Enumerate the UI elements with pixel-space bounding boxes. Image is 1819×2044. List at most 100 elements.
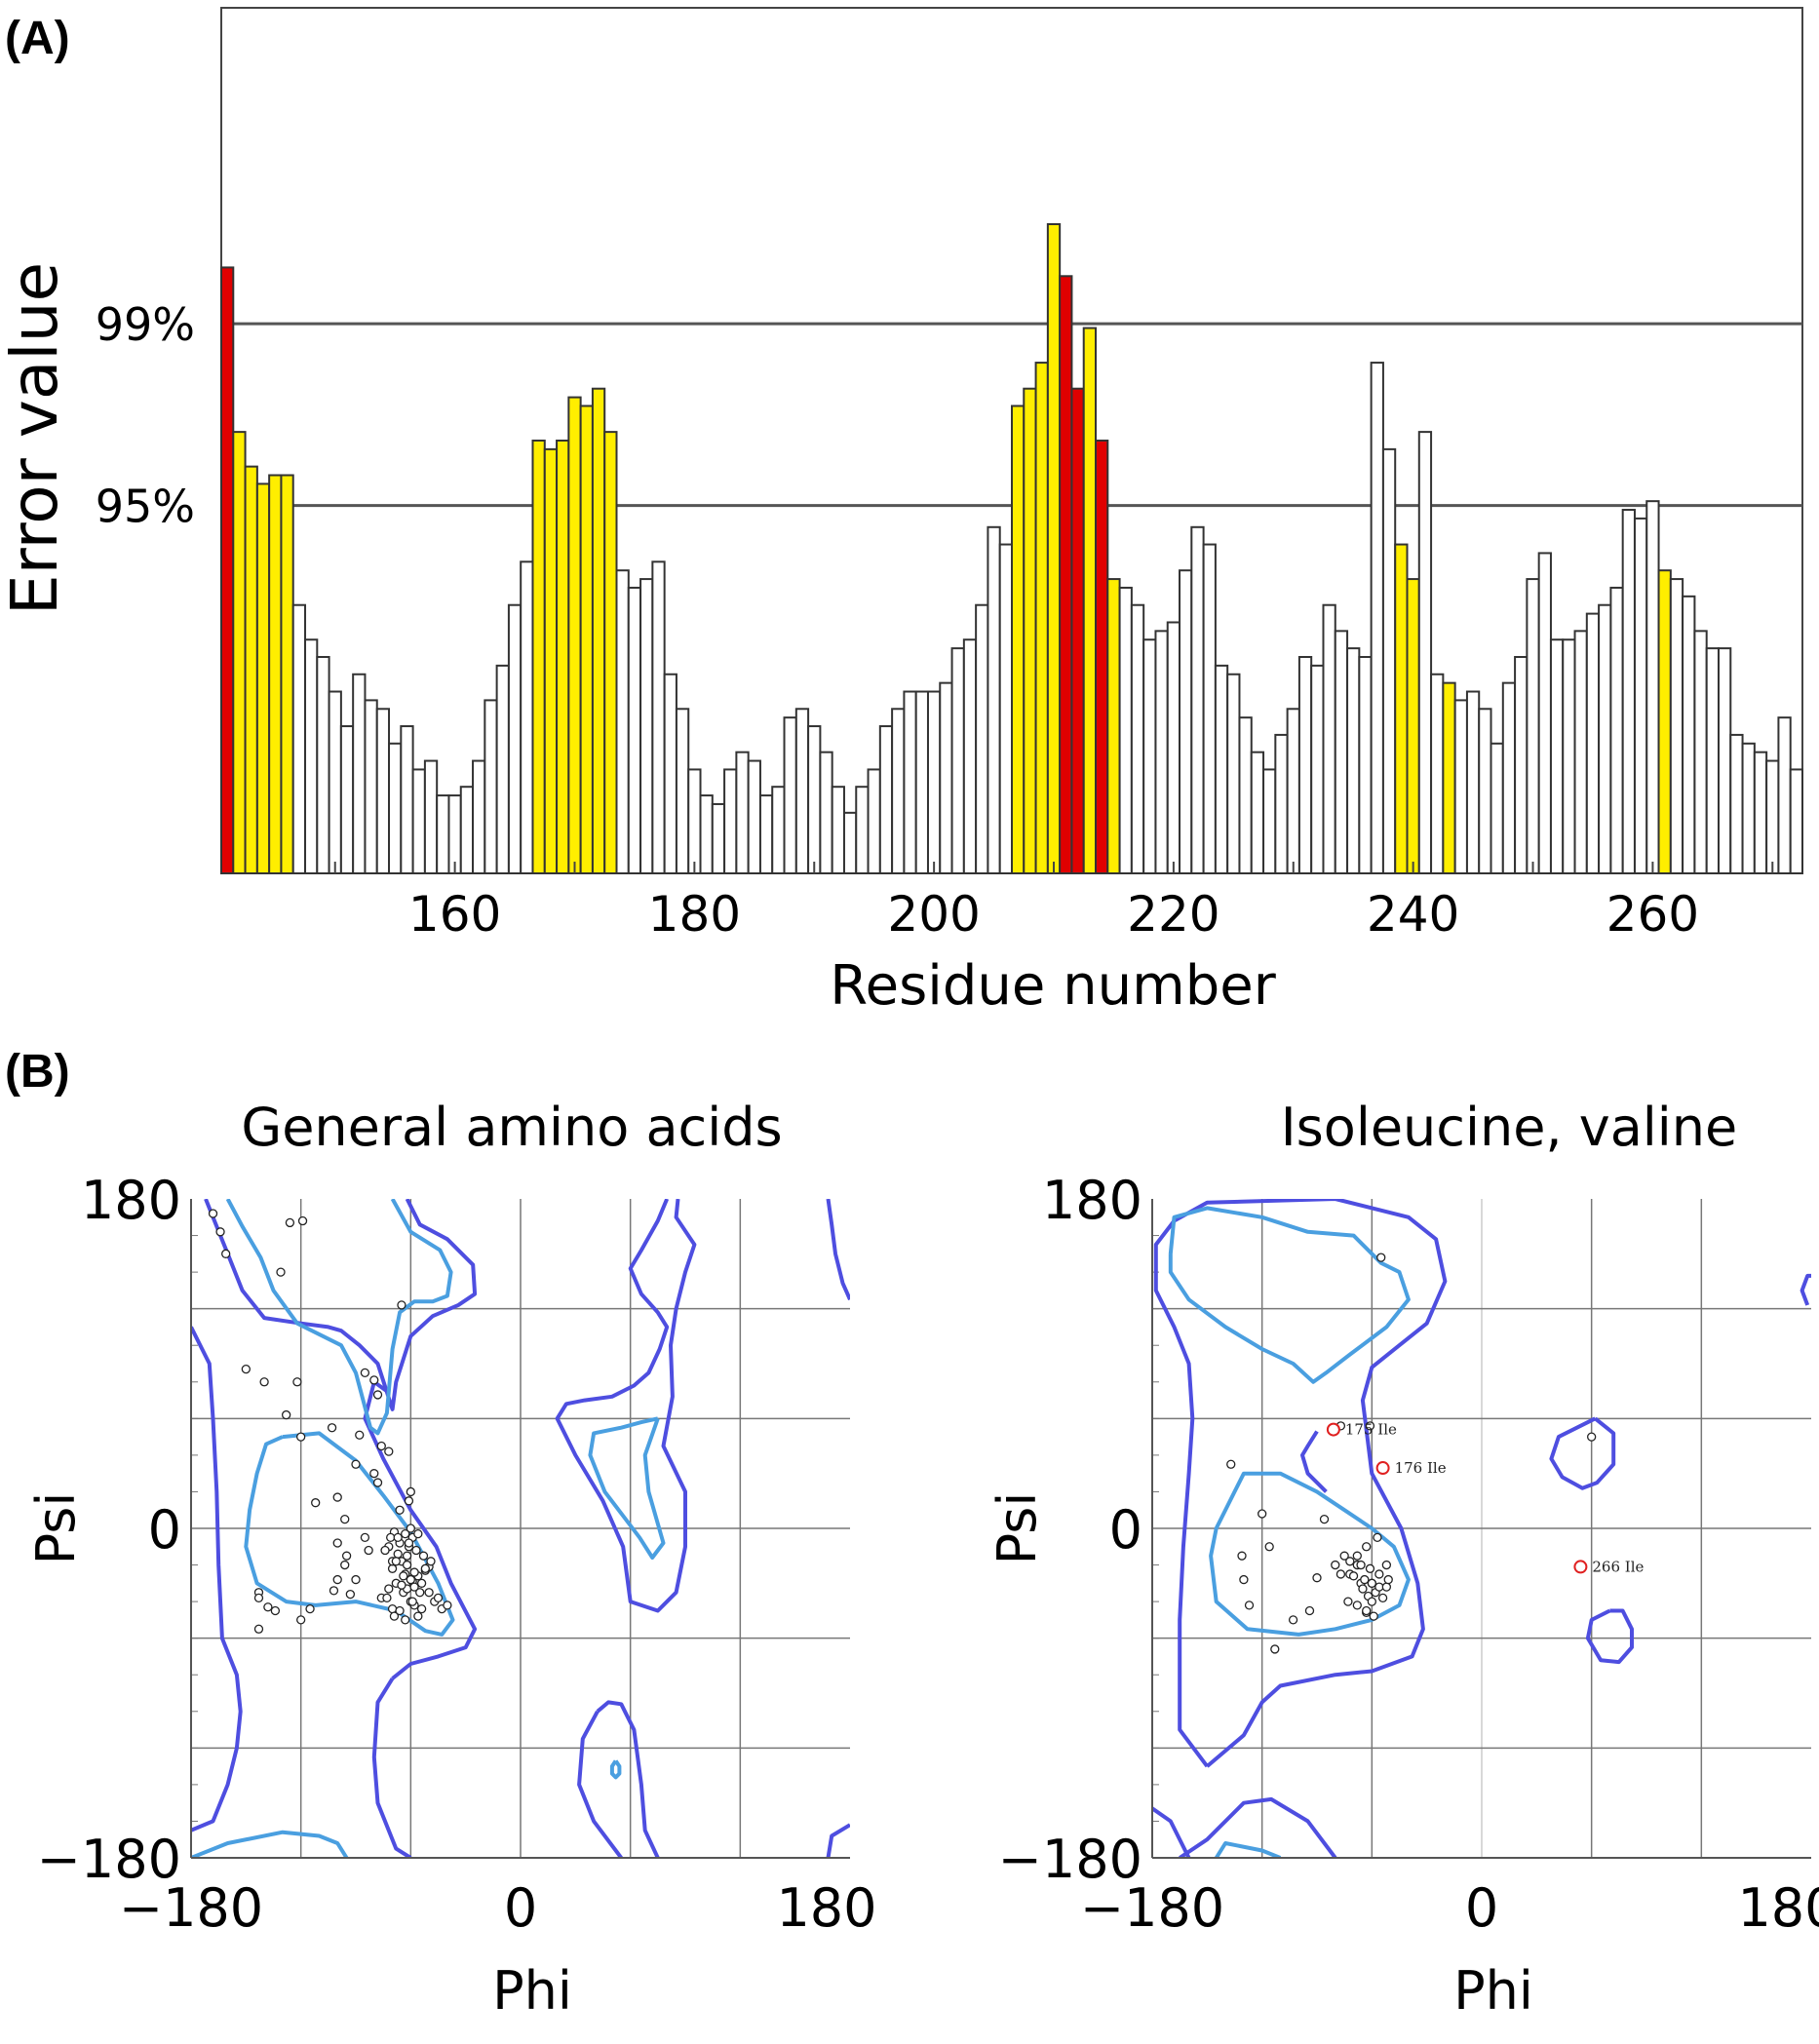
residue-point-44 [1365, 1421, 1375, 1431]
residue-point-65 [386, 1532, 396, 1543]
residue-point-84 [409, 1582, 419, 1592]
y-axis-title: Psi [987, 1492, 1048, 1565]
bar-residue-236 [1358, 656, 1373, 874]
residue-point-5 [1244, 1600, 1255, 1610]
bar-residue-149 [316, 656, 330, 874]
residue-point-88 [253, 1624, 264, 1634]
bar-residue-165 [507, 603, 522, 874]
bar-residue-216 [1118, 586, 1133, 875]
bar-residue-144 [255, 482, 271, 874]
residue-point-20 [1360, 1574, 1370, 1585]
allowed-contour-6 [577, 1710, 623, 1858]
residue-point-46 [401, 1615, 410, 1625]
bar-residue-267 [1729, 733, 1744, 874]
y-axis-ticks: 99% 95% [96, 298, 195, 532]
residue-point-59 [411, 1545, 421, 1556]
residue-point-30 [364, 1545, 373, 1556]
x-tick-label-200: 200 [887, 886, 980, 943]
favored-contour-3 [609, 1759, 622, 1780]
bar-residue-184 [735, 751, 750, 874]
bar-residue-263 [1682, 595, 1696, 875]
bar-residue-153 [364, 699, 378, 875]
bar-residue-156 [400, 725, 414, 874]
residue-point-6 [1264, 1542, 1274, 1552]
bar-residue-237 [1370, 362, 1384, 874]
residue-point-9 [1312, 1573, 1322, 1583]
bar-residue-223 [1202, 543, 1217, 874]
bar-residue-229 [1274, 733, 1289, 874]
residue-point-45 [389, 1611, 400, 1621]
favored-contour-0 [1168, 1206, 1411, 1384]
outlier-point-0 [1326, 1422, 1340, 1437]
residue-point-63 [401, 1528, 410, 1539]
residue-point-80 [413, 1528, 423, 1539]
x-tick-label-240: 240 [1367, 886, 1459, 943]
bar-residue-168 [543, 447, 559, 874]
residue-point-90 [305, 1603, 315, 1614]
bar-residue-179 [675, 708, 690, 875]
bar-residue-209 [1034, 362, 1049, 874]
outlier-label-2: 266 Ile [1592, 1558, 1644, 1575]
residue-point-7 [1304, 1605, 1315, 1616]
residue-point-3 [1270, 1644, 1280, 1654]
bar-residue-215 [1106, 578, 1121, 875]
bar-residue-164 [495, 664, 510, 874]
residue-point-18 [384, 1446, 394, 1456]
residue-point-41 [1319, 1514, 1330, 1524]
bar-residue-174 [615, 569, 630, 874]
bar-residue-196 [878, 725, 894, 874]
bar-series [220, 223, 1804, 875]
rama-general-title: General amino acids [241, 1097, 782, 1158]
bar-residue-268 [1741, 742, 1756, 874]
bar-residue-150 [328, 690, 342, 875]
outlier-label-0: 175 Ile [1345, 1421, 1397, 1439]
bar-residue-169 [556, 440, 570, 874]
bar-residue-170 [567, 396, 582, 874]
residue-point-38 [1335, 1569, 1346, 1579]
bar-residue-252 [1549, 638, 1565, 874]
bar-residue-201 [939, 681, 953, 875]
bar-residue-220 [1166, 621, 1181, 874]
residue-point-19 [351, 1459, 361, 1469]
bar-residue-254 [1573, 630, 1588, 874]
residue-point-23 [1352, 1600, 1362, 1610]
bar-residue-224 [1214, 664, 1229, 874]
outlier-label-1: 176 Ile [1395, 1459, 1447, 1477]
y-tick-label-0: 99% [96, 298, 195, 351]
bar-residue-240 [1406, 578, 1420, 875]
allowed-contour-3 [371, 1677, 412, 1858]
y-tick-label-1: 0 [148, 1499, 181, 1561]
grid [191, 1199, 850, 1858]
bar-residue-249 [1514, 656, 1529, 874]
y-axis-title: Error value [0, 262, 72, 615]
bar-residue-162 [472, 759, 486, 874]
contours [1152, 1199, 1811, 1858]
residue-point-57 [426, 1557, 436, 1566]
residue-point-22 [1343, 1597, 1353, 1606]
bar-residue-259 [1633, 517, 1648, 874]
bar-residue-231 [1297, 656, 1313, 874]
residue-point-4 [297, 1215, 308, 1226]
rama-ile-val-title: Isoleucine, valine [1281, 1097, 1738, 1158]
bar-residue-242 [1430, 673, 1445, 875]
x-axis-title: Phi [492, 1960, 572, 2022]
allowed-contour-3 [1585, 1608, 1634, 1665]
outlier-point-2 [1573, 1560, 1588, 1574]
residue-point-53 [406, 1574, 415, 1585]
bar-residue-191 [819, 751, 833, 874]
residue-point-1 [208, 1209, 218, 1218]
bar-residue-199 [914, 690, 929, 875]
bar-residue-244 [1453, 699, 1468, 875]
residue-point-21 [332, 1492, 342, 1502]
bar-residue-143 [244, 465, 258, 874]
residue-point-98 [345, 1589, 356, 1600]
bar-residue-185 [747, 759, 761, 874]
residue-point-2 [1226, 1459, 1236, 1469]
residue-point-77 [380, 1545, 390, 1556]
bar-residue-266 [1717, 647, 1732, 874]
residue-point-44 [395, 1605, 405, 1616]
allowed-contour-1 [191, 1326, 243, 1832]
bar-residue-235 [1346, 647, 1361, 874]
residue-point-83 [399, 1571, 408, 1581]
